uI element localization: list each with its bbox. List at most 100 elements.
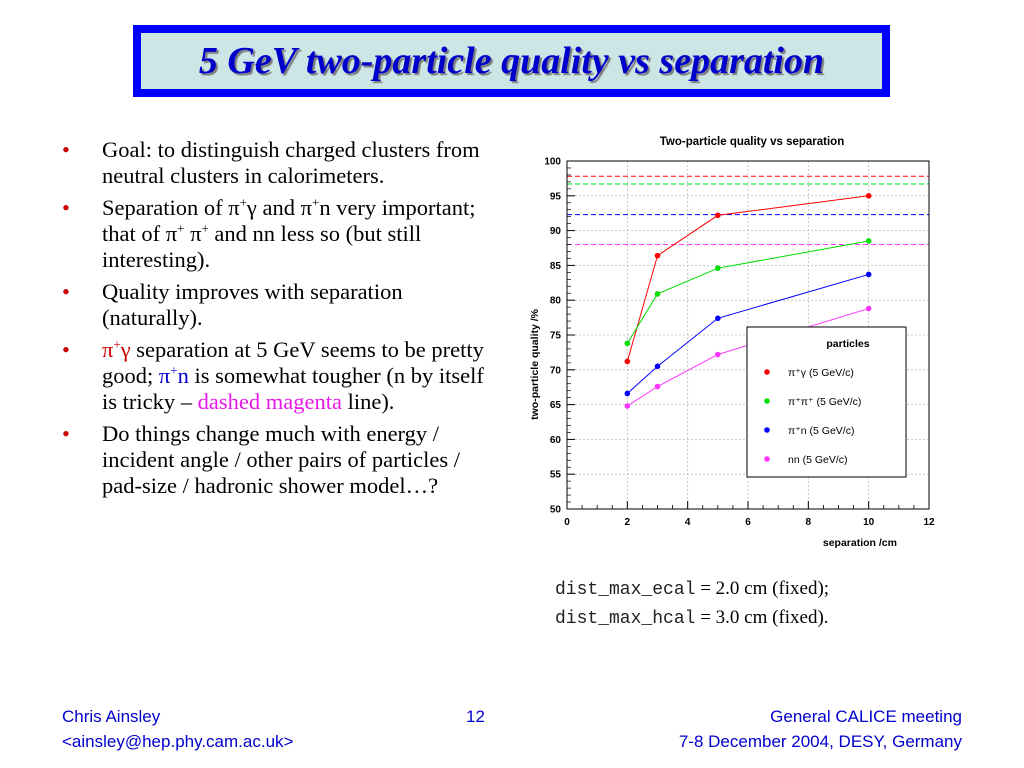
y-tick-label: 95 [550, 191, 562, 202]
bullet-list: • Goal: to distinguish charged clusters … [62, 137, 494, 505]
bullet-dot: • [62, 279, 70, 304]
y-axis-label: two-particle quality /% [529, 308, 541, 420]
title-panel: 5 GeV two-particle quality vs separation [140, 32, 883, 90]
x-tick-label: 4 [685, 517, 691, 528]
bullet-item-separation: • Separation of π+γ and π+n very importa… [62, 195, 494, 273]
legend-entry-label: π⁺γ (5 GeV/c) [788, 367, 854, 379]
y-tick-label: 100 [544, 157, 561, 168]
data-point [865, 193, 872, 199]
superscript-plus: + [113, 336, 121, 352]
data-point [654, 363, 661, 370]
data-point [865, 305, 872, 312]
data-point [654, 291, 661, 297]
y-tick-label: 75 [550, 331, 562, 342]
bullet-item-5gev: • π+γ separation at 5 GeV seems to be pr… [62, 337, 494, 415]
legend-marker [764, 369, 770, 375]
pi-n-label: π+n [159, 363, 189, 388]
x-tick-label: 12 [923, 517, 935, 528]
y-tick-label: 70 [550, 365, 562, 376]
footer-event: General CALICE meeting [770, 707, 962, 726]
bullet-dot: • [62, 137, 70, 162]
legend-box [746, 326, 907, 478]
legend-marker [764, 398, 770, 404]
superscript-plus: + [239, 194, 247, 210]
dashed-magenta-label: dashed magenta [197, 389, 342, 414]
data-point [624, 358, 631, 365]
chart-legend: particles π⁺γ (5 GeV/c) π⁺π⁺ (5 GeV/c) π⁺n… [746, 326, 907, 478]
data-point [624, 403, 631, 409]
legend-entry-label: π⁺n (5 GeV/c) [788, 425, 854, 437]
y-tick-label: 50 [550, 505, 562, 516]
legend-entry-label: π⁺π⁺ (5 GeV/c) [788, 396, 861, 408]
pi-gamma-label: π+γ [102, 337, 131, 362]
note-hcal-value: = 3.0 cm (fixed). [695, 607, 829, 628]
bullet-text-part: and nn less so (but still interesting). [102, 221, 422, 272]
superscript-plus: + [177, 220, 185, 236]
chart-axes: 0 2 4 6 8 10 12 50 55 60 65 70 75 80 85 90 95 100 [544, 157, 935, 529]
x-tick-label: 10 [863, 517, 875, 528]
bullet-text-part: Separation of π [102, 195, 240, 220]
series-line [626, 195, 869, 362]
footer-author: Chris Ainsley [62, 707, 161, 726]
chart-title: Two-particle quality vs separation [660, 136, 844, 148]
footer-page-number: 12 [466, 707, 485, 726]
data-point [624, 390, 631, 397]
bullet-text-part: separation at 5 GeV seems to be pretty g… [102, 337, 484, 388]
gamma-symbol: γ [120, 337, 131, 362]
legend-marker [764, 456, 770, 462]
bullet-item-questions: • Do things change much with energy / in… [62, 421, 494, 499]
n-symbol: n [177, 363, 189, 388]
y-tick-label: 55 [550, 470, 562, 481]
data-point [865, 238, 872, 244]
note-line-hcal: dist_max_hcal = 3.0 cm (fixed). [555, 604, 829, 633]
bullet-dot: • [62, 195, 70, 220]
bullet-text: Do things change much with energy / inci… [102, 421, 461, 498]
dashed-reference-lines [567, 175, 929, 246]
footer-email: <ainsley@hep.phy.cam.ac.uk> [62, 732, 294, 751]
x-tick-label: 0 [564, 517, 570, 528]
superscript-plus: + [170, 362, 178, 378]
x-tick-label: 8 [806, 517, 812, 528]
data-point [624, 340, 631, 347]
y-tick-label: 60 [550, 435, 562, 446]
bullet-text-part: n very important; that of π [102, 195, 476, 246]
series-line [626, 273, 869, 394]
bullet-dot: • [62, 421, 70, 446]
bullet-item-quality: • Quality improves with separation (natu… [62, 279, 494, 331]
title-box: 5 GeV two-particle quality vs separation [133, 25, 890, 97]
data-point [654, 252, 661, 259]
y-tick-label: 90 [550, 226, 562, 237]
data-point [715, 212, 721, 219]
y-tick-label: 65 [550, 400, 562, 411]
data-point [715, 265, 721, 271]
x-tick-label: 2 [625, 517, 631, 528]
data-point [715, 315, 721, 322]
superscript-plus: + [311, 194, 320, 210]
y-tick-label: 80 [550, 296, 562, 307]
superscript-plus: + [201, 220, 209, 236]
footer-date-place: 7-8 December 2004, DESY, Germany [678, 732, 962, 751]
y-tick-label: 85 [550, 261, 562, 272]
quality-chart: Two-particle quality vs separation 0 2 4 6 8… [529, 136, 935, 549]
code-dist-max-ecal: dist_max_ecal [555, 580, 696, 600]
legend-marker [764, 427, 770, 433]
x-axis-label: separation /cm [823, 537, 897, 549]
bullet-text: Goal: to distinguish charged clusters fr… [102, 137, 480, 188]
x-tick-label: 6 [745, 517, 751, 528]
data-point [865, 271, 872, 278]
dist-max-note: dist_max_ecal = 2.0 cm (fixed); dist_max… [555, 575, 829, 633]
footer-event-block: General CALICE meeting 7-8 December 2004… [679, 704, 962, 754]
bullet-dot: • [62, 337, 70, 362]
bullet-text-part: is somewhat tougher (n by itself is tric… [102, 363, 484, 414]
footer-author-block: Chris Ainsley <ainsley@hep.phy.cam.ac.uk… [62, 704, 293, 754]
data-series [624, 193, 872, 409]
bullet-text-part: line). [341, 389, 395, 414]
legend-title: particles [826, 338, 869, 350]
bullet-text-part: π [184, 221, 202, 246]
note-line-ecal: dist_max_ecal = 2.0 cm (fixed); [555, 575, 829, 604]
data-point [654, 383, 661, 390]
bullet-item-goal: • Goal: to distinguish charged clusters … [62, 137, 494, 189]
series-line [626, 240, 869, 344]
slide-title: 5 GeV two-particle quality vs separation [198, 40, 825, 82]
code-dist-max-hcal: dist_max_hcal [555, 609, 696, 629]
